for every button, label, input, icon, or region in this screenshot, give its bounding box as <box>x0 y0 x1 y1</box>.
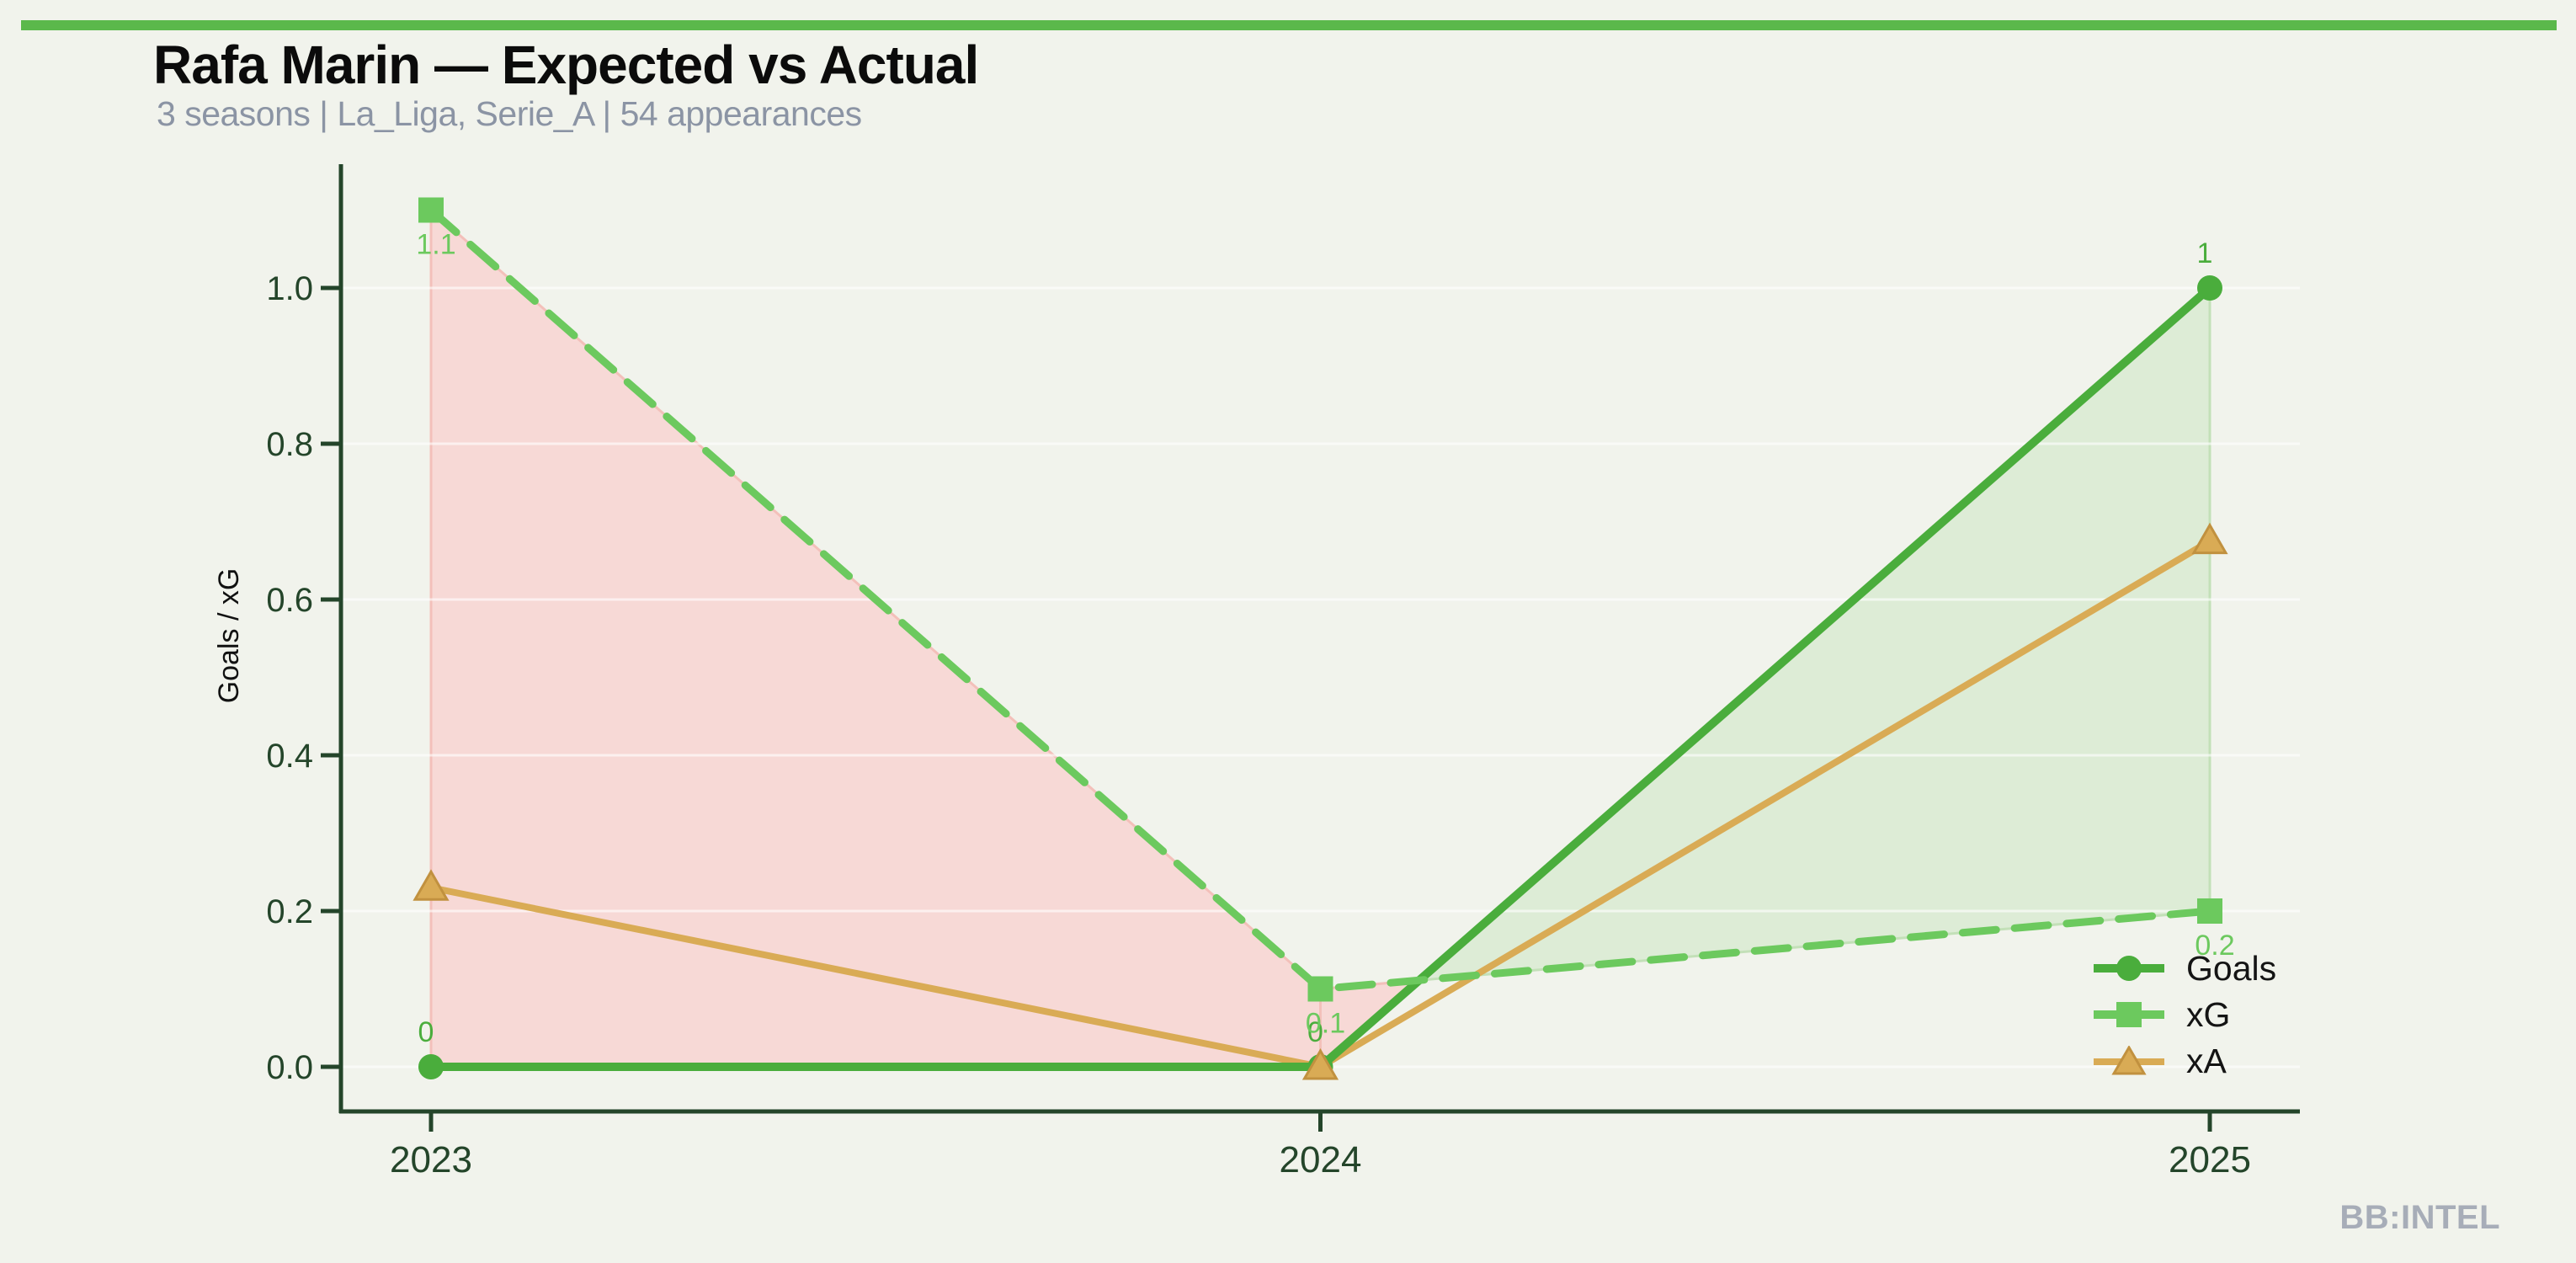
y-tick-label: 0.6 <box>266 582 313 619</box>
legend-label-xa: xA <box>2186 1041 2227 1080</box>
page-subtitle: 3 seasons | La_Liga, Serie_A | 54 appear… <box>157 94 862 133</box>
legend: Goals xG xA <box>2094 950 2276 1079</box>
y-axis-title: Goals / xG <box>213 568 245 704</box>
xa-legend-marker <box>2094 1046 2164 1075</box>
point-label-goals: 1 <box>2197 237 2213 269</box>
brand-topbar <box>21 20 2557 30</box>
point-label-goals: 0 <box>1307 1016 1323 1048</box>
y-tick-label: 1.0 <box>266 270 313 307</box>
x-tick-label: 2025 <box>2169 1139 2251 1180</box>
y-tick-label: 0.8 <box>266 426 313 463</box>
xg-legend-marker <box>2094 1002 2164 1027</box>
goals-legend-marker <box>2094 956 2164 981</box>
y-tick-label: 0.2 <box>266 893 313 930</box>
x-tick-label: 2024 <box>1280 1139 1362 1180</box>
point-label-xg: 0.1 <box>1306 1008 1345 1040</box>
data-point-goals-2023 <box>418 1054 444 1079</box>
legend-label-goals: Goals <box>2186 948 2277 988</box>
legend-label-xg: xG <box>2186 994 2231 1034</box>
legend-item-goals: Goals <box>2094 950 2276 987</box>
point-label-goals: 0 <box>418 1016 434 1048</box>
page-title: Rafa Marin — Expected vs Actual <box>153 35 979 95</box>
data-point-xa-2025 <box>2191 522 2228 555</box>
data-point-goals-2025 <box>2197 275 2222 301</box>
fill-region-underperformance <box>429 207 1322 1068</box>
legend-item-xg: xG <box>2094 996 2276 1033</box>
y-tick-label: 0.4 <box>266 738 313 775</box>
y-tick-label: 0.0 <box>266 1049 313 1086</box>
data-point-xg-2024 <box>1307 976 1333 1002</box>
data-point-xa-2024 <box>1301 1047 1339 1080</box>
x-tick-label: 2023 <box>390 1139 472 1180</box>
data-point-xg-2023 <box>418 197 444 223</box>
watermark: BB:INTEL <box>2339 1199 2500 1236</box>
point-label-xg: 0.2 <box>2195 930 2234 962</box>
legend-item-xa: xA <box>2094 1042 2276 1079</box>
point-label-xg: 1.1 <box>416 229 455 261</box>
data-point-xa-2023 <box>412 869 450 901</box>
data-point-xg-2025 <box>2197 898 2222 924</box>
